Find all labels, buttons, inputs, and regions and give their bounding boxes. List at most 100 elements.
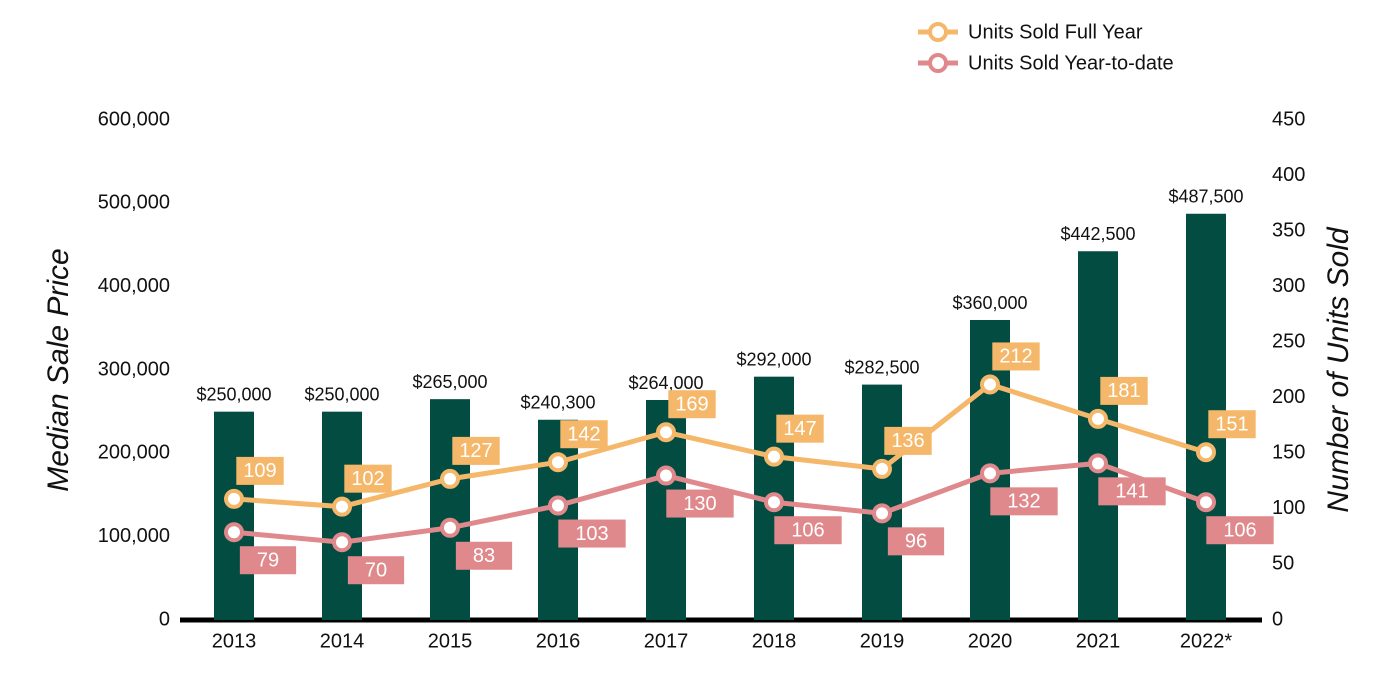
data-label-box	[560, 420, 608, 449]
line-marker	[1196, 442, 1216, 463]
line-marker	[332, 496, 352, 517]
data-label-box	[1098, 477, 1166, 506]
data-label-box	[668, 390, 716, 419]
x-tick-label: 2013	[212, 630, 257, 652]
data-label-box	[1206, 516, 1274, 545]
data-label-box	[776, 414, 824, 443]
y2-tick-label: 100	[1272, 497, 1305, 519]
y2-tick-label: 150	[1272, 442, 1305, 464]
data-label-box	[558, 519, 626, 548]
data-label: 132	[1007, 491, 1040, 513]
data-label-box	[1208, 410, 1256, 439]
bar-value-label: $240,300	[520, 393, 595, 413]
line-marker	[1196, 492, 1216, 513]
data-label-box	[236, 456, 284, 485]
bar-value-label: $292,000	[736, 349, 811, 369]
data-label-box	[344, 464, 392, 493]
bar-value-label: $442,500	[1060, 224, 1135, 244]
data-label-box	[239, 546, 297, 575]
y2-tick-label: 200	[1272, 386, 1305, 408]
x-tick-label: 2018	[752, 630, 797, 652]
line-marker	[440, 468, 460, 489]
data-label-box	[990, 487, 1058, 516]
line-marker	[980, 463, 1000, 484]
line	[233, 460, 1207, 545]
data-label-box	[1100, 376, 1148, 405]
bar	[862, 384, 902, 620]
y2-tick-label: 50	[1272, 553, 1294, 575]
data-label: 109	[243, 460, 276, 482]
y-tick-label: 600,000	[98, 108, 170, 130]
data-label-box	[887, 527, 945, 556]
y-axis-title: Median Sale Price	[42, 248, 75, 491]
y2-tick-label: 250	[1272, 331, 1305, 353]
data-label: 106	[791, 520, 824, 542]
line	[233, 381, 1207, 510]
x-tick-label: 2014	[320, 630, 365, 652]
y-tick-label: 100,000	[98, 525, 170, 547]
y-tick-label: 0	[159, 608, 170, 630]
data-label: 151	[1215, 414, 1248, 436]
bar	[1078, 251, 1118, 620]
bar-value-label: $250,000	[304, 384, 379, 404]
line-marker	[224, 488, 244, 509]
x-tick-label: 2017	[644, 630, 689, 652]
data-label-box	[774, 516, 842, 545]
line-marker	[548, 452, 568, 473]
data-label-box	[884, 426, 932, 455]
data-label-box	[452, 436, 500, 465]
data-label: 141	[1115, 481, 1148, 503]
data-label-box	[347, 556, 405, 585]
data-label: 136	[891, 430, 924, 452]
bar-value-label: $487,500	[1168, 187, 1243, 207]
y2-axis-title: Number of Units Sold	[1322, 226, 1355, 512]
y2-tick-label: 300	[1272, 275, 1305, 297]
data-label: 83	[473, 545, 495, 567]
y2-tick-label: 400	[1272, 164, 1305, 186]
line-marker	[224, 522, 244, 543]
bar-value-label: $264,000	[628, 373, 703, 393]
y-tick-label: 500,000	[98, 192, 170, 214]
legend-marker	[928, 53, 948, 73]
data-label-box	[992, 342, 1040, 371]
data-label: 127	[459, 440, 492, 462]
line-marker	[764, 446, 784, 467]
bar-value-label: $265,000	[412, 372, 487, 392]
bar-value-label: $360,000	[952, 293, 1027, 313]
line-marker	[764, 492, 784, 513]
y2-tick-label: 0	[1272, 608, 1283, 630]
data-label: 147	[783, 418, 816, 440]
data-label: 79	[257, 550, 279, 572]
line-marker	[1088, 453, 1108, 474]
x-tick-label: 2021	[1076, 630, 1121, 652]
y-tick-label: 200,000	[98, 442, 170, 464]
line-marker	[1088, 408, 1108, 429]
data-label: 106	[1223, 520, 1256, 542]
data-label: 102	[351, 468, 384, 490]
line-marker	[872, 503, 892, 524]
y-tick-label: 400,000	[98, 275, 170, 297]
line-marker	[332, 532, 352, 553]
x-tick-label: 2015	[428, 630, 473, 652]
data-label: 103	[575, 523, 608, 545]
line-marker	[656, 422, 676, 443]
bar	[214, 411, 254, 620]
y2-tick-label: 350	[1272, 219, 1305, 241]
data-label: 142	[567, 424, 600, 446]
x-tick-label: 2019	[860, 630, 905, 652]
legend-label: Units Sold Full Year	[968, 21, 1143, 43]
data-label: 96	[905, 531, 927, 553]
x-tick-label: 2022*	[1180, 630, 1232, 652]
legend-marker	[928, 22, 948, 42]
bar-value-label: $282,500	[844, 357, 919, 377]
line-marker	[548, 495, 568, 516]
data-label: 130	[683, 493, 716, 515]
data-label-box	[666, 489, 734, 518]
data-label: 212	[999, 346, 1032, 368]
data-label: 181	[1107, 380, 1140, 402]
x-tick-label: 2020	[968, 630, 1013, 652]
data-label: 70	[365, 560, 387, 582]
line-marker	[656, 465, 676, 486]
x-tick-label: 2016	[536, 630, 581, 652]
data-label-box	[455, 541, 513, 570]
